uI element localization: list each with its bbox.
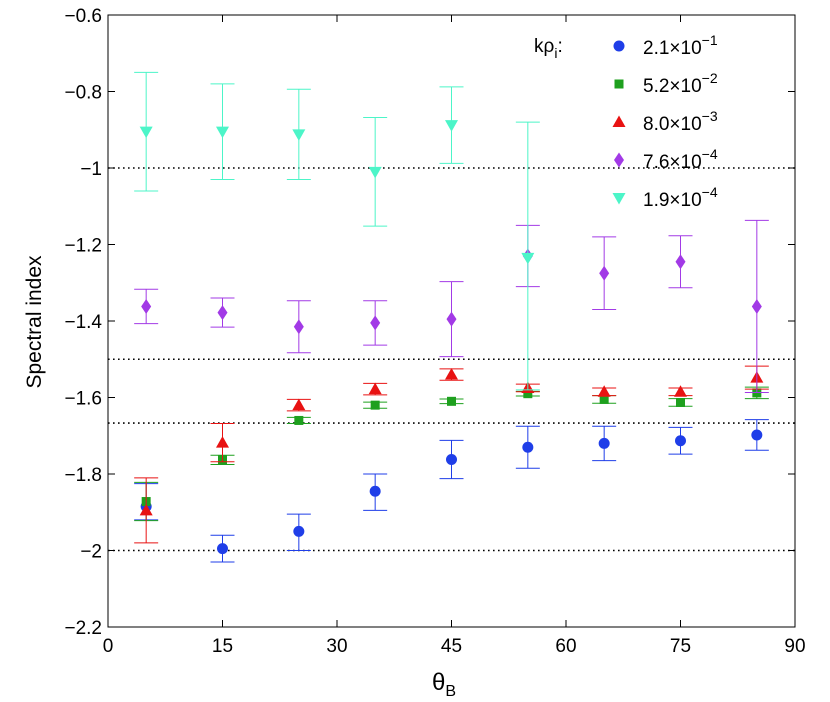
y-tick-label: −2 bbox=[80, 542, 102, 563]
legend-label-exponent: −4 bbox=[702, 146, 718, 162]
legend-label-1: 5.2×10−2 bbox=[643, 70, 718, 97]
y-tick-label: −2.2 bbox=[64, 618, 102, 639]
data-point bbox=[216, 436, 229, 448]
data-point bbox=[597, 385, 611, 397]
data-point bbox=[370, 400, 380, 410]
series-3 bbox=[134, 219, 769, 394]
data-point bbox=[139, 126, 153, 139]
axis-tick-labels: 0 15 30 45 60 75 90 −2.2 −2 −1.8 −1.6 −1.4 −1.2 −1 −0.… bbox=[64, 6, 805, 657]
reference-lines bbox=[108, 167, 795, 552]
legend-label-base: 7.6×10 bbox=[643, 152, 702, 173]
x-axis-label: θB bbox=[432, 669, 456, 700]
series-0 bbox=[134, 419, 769, 563]
legend-label-4: 1.9×10−4 bbox=[643, 184, 718, 211]
legend-label-exponent: −1 bbox=[702, 32, 718, 48]
x-tick-label: 15 bbox=[212, 636, 233, 657]
data-point bbox=[445, 120, 458, 132]
axis-ticks bbox=[107, 14, 796, 628]
y-tick-label: −1.4 bbox=[64, 312, 102, 333]
data-point bbox=[293, 319, 304, 335]
data-point bbox=[521, 252, 535, 265]
data-point bbox=[368, 382, 382, 395]
y-tick-label: −0.8 bbox=[64, 83, 102, 104]
data-point bbox=[370, 315, 381, 331]
y-axis-label: Spectral index bbox=[23, 255, 46, 389]
legend-label-0: 2.1×10−1 bbox=[643, 32, 718, 59]
data-point bbox=[446, 453, 457, 465]
legend-title-suffix: : bbox=[557, 36, 562, 57]
data-point bbox=[675, 254, 686, 270]
data-point bbox=[751, 429, 763, 441]
legend-label-base: 2.1×10 bbox=[643, 38, 702, 59]
legend-label-base: 8.0×10 bbox=[643, 114, 702, 135]
x-tick-label: 45 bbox=[441, 636, 462, 657]
data-point bbox=[445, 368, 458, 380]
legend-marker-1 bbox=[614, 79, 624, 89]
legend-label-base: 5.2×10 bbox=[643, 76, 702, 97]
legend: kρi: 2.1×10−15.2×10−28.0×10−37.6×10−41.9… bbox=[534, 32, 718, 211]
data-point bbox=[523, 389, 533, 399]
data-point bbox=[676, 397, 685, 407]
legend-title-sub: i bbox=[554, 45, 557, 61]
legend-label-2: 8.0×10−3 bbox=[643, 108, 718, 135]
y-tick-label: −1.2 bbox=[64, 236, 102, 257]
legend-marker-3 bbox=[614, 152, 624, 168]
legend-label-exponent: −2 bbox=[702, 70, 718, 86]
data-point bbox=[217, 543, 228, 555]
data-point bbox=[292, 129, 306, 141]
legend-title-main: kρ bbox=[534, 36, 555, 57]
data-point bbox=[599, 265, 610, 281]
x-tick-label: 90 bbox=[784, 636, 805, 657]
legend-marker-2 bbox=[612, 115, 626, 127]
x-tick-label: 75 bbox=[670, 636, 691, 657]
legend-title: kρi: bbox=[534, 36, 563, 61]
data-point bbox=[522, 441, 534, 453]
legend-marker-4 bbox=[612, 193, 626, 205]
data-point bbox=[598, 437, 610, 449]
x-tick-label: 30 bbox=[326, 636, 347, 657]
data-point bbox=[141, 298, 152, 314]
y-tick-label: −0.6 bbox=[64, 6, 102, 27]
data-point bbox=[674, 385, 687, 397]
legend-label-exponent: −3 bbox=[702, 108, 718, 124]
data-point bbox=[751, 298, 762, 314]
data-point bbox=[368, 166, 382, 179]
legend-marker-0 bbox=[613, 40, 625, 52]
data-point bbox=[294, 415, 304, 425]
data-point bbox=[369, 485, 381, 497]
data-point bbox=[293, 525, 305, 537]
data-point bbox=[675, 435, 686, 447]
data-point bbox=[139, 503, 153, 516]
legend-label-base: 1.9×10 bbox=[643, 190, 702, 211]
data-point bbox=[292, 398, 306, 411]
data-point bbox=[447, 396, 456, 406]
x-tick-label: 0 bbox=[103, 636, 114, 657]
data-point bbox=[217, 305, 228, 321]
y-tick-label: −1.6 bbox=[64, 389, 102, 410]
y-tick-label: −1.8 bbox=[64, 465, 102, 486]
legend-items: 2.1×10−15.2×10−28.0×10−37.6×10−41.9×10−4 bbox=[612, 32, 718, 211]
x-axis-label-main: θ bbox=[432, 669, 445, 696]
series-layer bbox=[134, 71, 769, 563]
data-point bbox=[599, 394, 609, 404]
x-axis-label-sub: B bbox=[445, 683, 456, 700]
series-4 bbox=[134, 71, 540, 391]
legend-label-exponent: −4 bbox=[702, 184, 718, 200]
legend-label-3: 7.6×10−4 bbox=[643, 146, 718, 173]
data-point bbox=[446, 311, 457, 327]
x-tick-label: 60 bbox=[555, 636, 576, 657]
y-tick-label: −1 bbox=[80, 159, 102, 180]
data-point bbox=[216, 126, 229, 139]
